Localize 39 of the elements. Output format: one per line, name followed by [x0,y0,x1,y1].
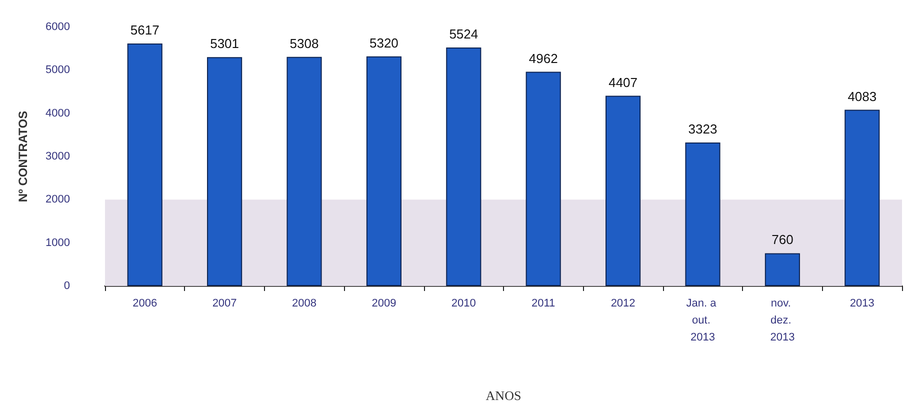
x-tick-label: 2013 [850,298,874,310]
x-tick-label: 2007 [212,298,237,310]
bar [207,57,242,286]
bar [685,142,720,286]
bar [286,56,322,286]
x-tick-label: Jan. a out. 2013 [686,298,720,344]
bar [764,253,800,286]
bar [366,56,402,286]
data-label: 5308 [290,36,319,51]
data-label: 4407 [608,74,638,90]
x-tick-label: 2011 [532,298,556,310]
data-label: 760 [772,232,794,248]
x-tick-label: 2006 [132,298,158,310]
y-tick-label: 5000 [46,64,70,76]
x-tick-label: 2009 [372,298,396,310]
data-label: 5301 [210,36,240,52]
y-tick-label: 4000 [46,107,70,120]
y-tick-label: 6000 [46,21,70,33]
x-tick-label: 2012 [610,298,636,310]
data-label: 5320 [369,35,398,50]
y-tick-label: 2000 [46,194,70,206]
x-tick-label: 2008 [292,298,316,310]
bar [446,48,482,286]
y-tick-label: 1000 [46,236,70,249]
y-tick-label: 3000 [46,150,70,162]
y-axis-title: Nº CONTRATOS [16,110,30,202]
y-tick-label: 0 [64,280,70,292]
bar [127,44,162,286]
data-label: 3323 [688,122,718,137]
data-label: 4083 [848,88,877,104]
x-tick-label: 2010 [451,298,476,310]
data-label: 5617 [130,22,160,38]
bar [606,96,641,286]
x-axis-title: ANOS [486,388,522,403]
bar [844,110,880,286]
bar [526,72,561,286]
data-label: 5524 [449,26,478,42]
data-label: 4962 [528,50,558,66]
x-tick-label: nov. dez. 2013 [770,298,795,344]
